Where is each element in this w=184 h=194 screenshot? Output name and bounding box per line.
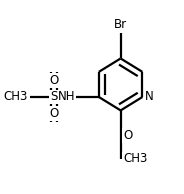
Text: Br: Br [114, 18, 127, 31]
Text: O: O [49, 107, 58, 120]
Text: S: S [50, 90, 57, 104]
Text: O: O [49, 74, 58, 87]
Text: NH: NH [58, 90, 75, 104]
Text: CH3: CH3 [3, 90, 28, 104]
Text: O: O [123, 129, 132, 142]
Text: CH3: CH3 [123, 152, 148, 165]
Text: N: N [145, 90, 154, 104]
